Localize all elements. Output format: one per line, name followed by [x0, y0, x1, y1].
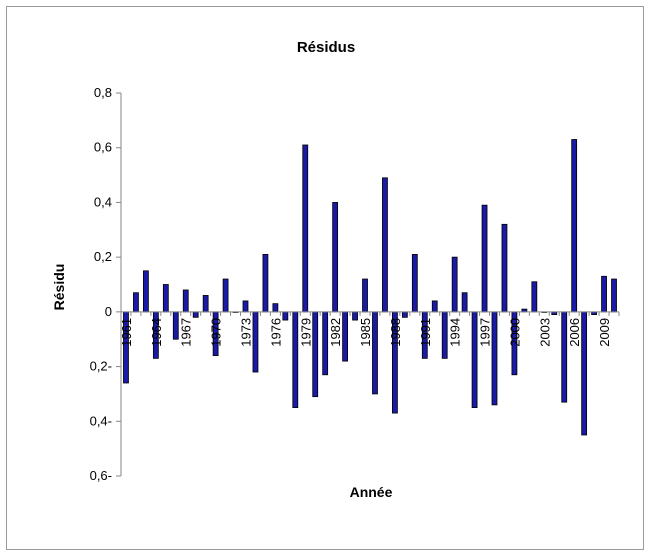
y-tick-label: 0,4- [90, 413, 112, 428]
x-tick-label: 1988 [388, 318, 403, 347]
bar [242, 300, 249, 313]
bar [382, 177, 388, 313]
bar [451, 256, 458, 313]
bar [192, 311, 199, 318]
bar [531, 281, 538, 313]
plot-area: 0,8 0,6 0,4 0,2 0 0,2- 0,4- 0,6- 1961 1964 1967 197… [90, 85, 620, 483]
bar [352, 311, 358, 321]
bar [601, 275, 607, 313]
bar [322, 311, 329, 376]
x-tick-label: 2003 [537, 318, 552, 347]
chart-frame: Résidus Résidu Année 0,8 0,6 0,4 0,2 0 0,2- 0,… [6, 6, 644, 550]
x-tick-label: 1973 [239, 318, 254, 347]
y-axis-title: Résidu [51, 264, 67, 311]
x-axis-title: Année [350, 484, 393, 500]
bar [401, 311, 408, 318]
x-tick-label: 1982 [328, 318, 343, 347]
bar [172, 311, 179, 340]
bar [491, 311, 498, 406]
bar [411, 254, 418, 313]
bar [182, 289, 189, 313]
x-tick-label: 1970 [209, 318, 224, 347]
x-tick-label: 1991 [418, 318, 433, 347]
bar [342, 311, 348, 362]
bar [143, 270, 149, 313]
bar [302, 144, 309, 313]
y-tick-label: 0,6 [94, 140, 112, 155]
bar [441, 311, 448, 359]
x-tick-label: 2000 [507, 318, 522, 347]
bar [202, 295, 209, 313]
bar [282, 311, 289, 321]
bar [262, 254, 269, 313]
y-tick-label: 0,8 [94, 85, 112, 100]
bar [252, 311, 259, 373]
x-tick-label: 1979 [298, 318, 313, 347]
bar [362, 278, 368, 313]
bar [461, 292, 468, 313]
y-tick-label: 0,6- [90, 468, 112, 483]
bar [481, 204, 488, 313]
bar [222, 278, 229, 313]
x-tick-label: 2009 [597, 318, 612, 347]
bar [133, 292, 139, 313]
chart-title: Résidus [297, 39, 355, 56]
x-tick-label: 1976 [268, 318, 283, 347]
bar [431, 300, 438, 313]
x-tick-label: 2006 [567, 318, 582, 347]
y-tick-label: 0,2 [94, 249, 112, 264]
x-tick-label: 1964 [149, 318, 164, 347]
bar [312, 311, 319, 398]
bar [292, 311, 299, 409]
x-tick-label: 1994 [448, 318, 463, 347]
bar [501, 223, 508, 313]
x-tick-label: 1985 [358, 318, 373, 347]
bar [332, 202, 339, 313]
x-tick-label: 1967 [179, 318, 194, 347]
bar [162, 284, 169, 313]
y-tick-label: 0 [105, 304, 112, 319]
y-tick-label: 0,4 [94, 194, 112, 209]
bar [581, 311, 588, 436]
bar [372, 311, 378, 395]
bar [272, 303, 279, 313]
x-tick-label: 1997 [478, 318, 493, 347]
bar [571, 139, 578, 313]
x-tick-label: 1961 [119, 318, 134, 347]
bar [611, 278, 617, 313]
residus-bar-chart: Résidus Résidu Année 0,80,60,40,200,2-0,… [51, 39, 620, 500]
y-tick-label: 0,2- [90, 359, 112, 374]
bar [561, 311, 568, 403]
bar [471, 311, 478, 409]
